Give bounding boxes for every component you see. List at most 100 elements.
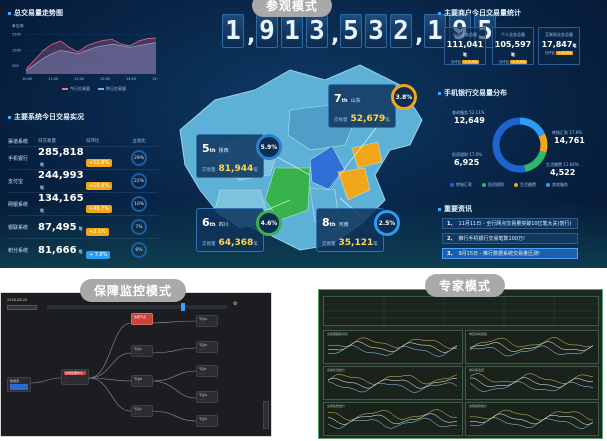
row-name: 网银系统 (8, 201, 29, 208)
kpi-title: 个人业务总量 (501, 32, 525, 37)
source-node[interactable]: 数据源 (7, 377, 31, 392)
legend-today: 今日交易量 (62, 86, 90, 92)
expert-chart-caption: 响应时间监控 (469, 332, 488, 336)
donut-value-transfer: 14,761 (554, 136, 585, 145)
expert-chart-cell[interactable]: 交易量趋势对比 (323, 330, 463, 364)
counter-separator: , (415, 23, 424, 48)
table-row[interactable]: 手机银行 285,818笔 +12.8% 29% (8, 146, 158, 169)
table-row[interactable]: 支付宝 244,993笔 +10.8% 22% (8, 169, 158, 192)
expert-chart-cell[interactable]: 交易失败统计 (323, 402, 463, 436)
donut-slice[interactable] (519, 117, 546, 137)
donut-legend-item: 转账汇款 (450, 182, 472, 188)
kpi-title: 互联网业务总量 (545, 32, 573, 37)
flow-edge (150, 380, 197, 399)
alert-node[interactable]: 告警节点 ·· (131, 313, 153, 325)
trend-xtick: 14:00 (126, 77, 136, 81)
share-ring: 6% (131, 242, 147, 258)
center-node[interactable]: 交易处理中心 ··· ··· (61, 369, 89, 385)
news-item[interactable]: 1、 11月11日 - 全行网点交易量突破10亿笔大关(暂行) (442, 218, 578, 229)
table-title: 主要系统今日交易实况 (8, 112, 84, 122)
merchant-kpi-card[interactable]: 公司业务总量 111,041笔 日环比 + 8.5% (444, 27, 486, 65)
counter-separator: , (331, 23, 340, 48)
map-region (337, 167, 371, 201)
expert-series-line (328, 337, 458, 349)
trend-xtick: 13:00 (100, 77, 110, 81)
donut-slice[interactable] (492, 117, 526, 173)
merchant-kpi-card[interactable]: 互联网业务总量 17,847笔日环比 + 8.2% (538, 27, 580, 65)
flow-edge (150, 320, 197, 324)
news-item[interactable]: 2、 推行手机银行交易笔数100万! (442, 233, 578, 244)
counter-digit: 5 (340, 14, 362, 48)
flow-node[interactable]: 节点A ··· ··· (131, 345, 153, 357)
merchants-title: 主要商户今日交易量统计 (438, 8, 521, 18)
table-row[interactable]: 网银系统 134,165笔 +46.7% 10% (8, 192, 158, 215)
col-header: 日交易量 (38, 139, 56, 144)
trend-ytick: 1500 (12, 48, 21, 52)
news-item-highlight[interactable]: 3、 9月15日 - 推行数据系统交易量压测! (442, 248, 578, 259)
flow-node[interactable]: 节点C ··· ··· (131, 405, 153, 417)
donut-label-pay: 生活缴费 11.04% (546, 162, 579, 167)
col-header: 渠道系统 (8, 138, 29, 145)
row-value: 87,495 笔 (38, 221, 83, 233)
expert-series-line (327, 413, 458, 425)
kpi-sub: 日环比 + 9.5% (498, 60, 528, 64)
expert-series-line (469, 377, 594, 388)
share-ring: 29% (131, 150, 147, 166)
callout-sichuan[interactable]: 6th 四川 交易量 64,368笔 (196, 208, 264, 252)
callout-shaanxi[interactable]: 5th 陕西 交易量 81,944笔 (196, 134, 264, 178)
zoom-control[interactable] (263, 401, 269, 429)
expert-chart-caption: 交易峰值统计 (469, 404, 488, 408)
expert-chart-caption: 交易量趋势对比 (327, 332, 349, 336)
row-name: 积分系统 (8, 247, 29, 254)
change-badge: +46.7% (86, 204, 113, 213)
timeline-bar[interactable] (47, 305, 227, 309)
kpi-sub: 日环比 + 8.2% (544, 51, 574, 55)
donut-slice[interactable] (523, 150, 547, 172)
trend-series-line (25, 42, 157, 72)
settings-icon[interactable]: ⚙ (233, 301, 238, 307)
mobile-title: 手机银行交易量分布 (438, 88, 507, 98)
counter-digit: 1 (281, 14, 303, 48)
callout-henan[interactable]: 8th 河南 交易量 35,121笔 (316, 208, 384, 252)
donut-label-invest: 投资理财 17.0% (452, 152, 482, 157)
flow-node[interactable]: 节点E ··· ··· (196, 341, 218, 353)
kpi-value: 17,847笔 (541, 40, 577, 49)
expert-series-line (469, 341, 594, 352)
expert-chart-cell[interactable]: 成功率监控 (465, 366, 599, 400)
trend-ytick: 2500 (12, 33, 21, 37)
pct-shaanxi: 5.9% (256, 134, 282, 160)
counter-separator: , (247, 23, 256, 48)
donut-slice[interactable] (538, 133, 548, 153)
expert-chart-cell[interactable]: 系统负载统计 (323, 366, 463, 400)
monitor-date-picker[interactable] (7, 305, 37, 310)
trend-xtick: 15:00 (152, 77, 158, 81)
kpi-sub: 日环比 + 8.5% (450, 60, 480, 64)
donut-legend: 转账汇款 投资理财 生活缴费 其他服务 (450, 182, 568, 188)
flow-node[interactable]: 节点F ··· ··· (196, 365, 218, 377)
callout-shandong[interactable]: 7th 山东 交易量 52,679笔 (328, 84, 396, 128)
mode-tag-monitor[interactable]: 保障监控模式 (80, 279, 187, 302)
expert-chart-caption: 交易失败统计 (327, 404, 346, 408)
flow-node[interactable]: 节点D ··· ··· (196, 315, 218, 327)
merchant-kpi-card[interactable]: 个人业务总量 105,597笔 日环比 + 9.5% (492, 27, 534, 65)
share-ring: 22% (131, 173, 147, 189)
summary-grid (324, 297, 600, 327)
flow-node[interactable]: 节点G ··· ··· (196, 391, 218, 403)
donut-value-query: 12,649 (454, 116, 485, 125)
mode-tag-expert[interactable]: 专家模式 (425, 274, 506, 297)
flow-edge (150, 410, 197, 422)
table-row[interactable]: 积分系统 81,666 笔 + 7.8% 6% (8, 238, 158, 261)
trend-chart: 单位/笔 2500 1500 500 10:00 11:00 12:00 13:00 14:00… (12, 23, 158, 81)
monitor-panel: 2018-08-20 ⚙ 数据源 交易处理中心 (0, 292, 272, 437)
flow-node[interactable]: 节点B ··· ··· (131, 375, 153, 387)
row-name: 支付宝 (8, 178, 24, 185)
expert-chart-cell[interactable]: 交易峰值统计 (465, 402, 599, 436)
expert-chart-cell[interactable]: 响应时间监控 (465, 330, 599, 364)
table-row[interactable]: 银联系统 87,495 笔 +2.1% 7% (8, 215, 158, 238)
trend-xtick: 10:00 (22, 77, 32, 81)
flow-node[interactable]: 节点H ··· ··· (196, 415, 218, 427)
col-header: 日环比 (86, 139, 100, 144)
flow-edge (88, 352, 132, 379)
mode-tag-overview[interactable]: 参观模式 (252, 0, 333, 17)
timeline-handle[interactable] (181, 303, 185, 311)
